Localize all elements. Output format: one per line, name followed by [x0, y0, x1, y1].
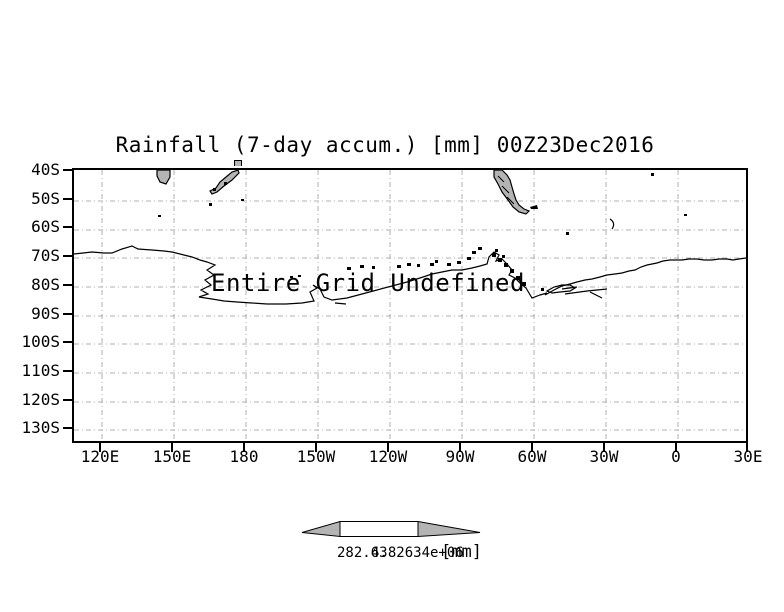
y-axis-tick-label: 130S [21, 418, 60, 437]
x-axis-tick [531, 443, 533, 452]
x-axis-tick-label: 30E [733, 447, 763, 466]
y-axis-tick-label: 90S [31, 304, 60, 323]
map-plot-area: Entire Grid Undefined [72, 168, 748, 443]
colorbar [301, 520, 481, 538]
nz-north-island-fragment-icon [234, 160, 242, 166]
y-axis-tick [63, 198, 72, 200]
y-axis-tick [63, 226, 72, 228]
colorbar-level-label-right: 4.82634e+06 [371, 545, 464, 561]
y-axis-tick-label: 100S [21, 332, 60, 351]
x-axis-tick-label: 120E [80, 447, 120, 466]
x-axis-tick [459, 443, 461, 452]
undefined-grid-message: Entire Grid Undefined [211, 269, 525, 297]
y-axis-tick [63, 284, 72, 286]
x-axis-tick [746, 443, 748, 452]
y-axis-tick-label: 40S [31, 160, 60, 179]
y-axis-tick [63, 399, 72, 401]
x-axis-tick-label: 90W [445, 447, 475, 466]
x-axis-tick [387, 443, 389, 452]
y-axis-tick-label: 120S [21, 390, 60, 409]
x-axis-tick-label: 150W [296, 447, 336, 466]
colorbar-units-label: [mm] [441, 542, 482, 562]
x-axis-tick [315, 443, 317, 452]
x-axis-tick [243, 443, 245, 452]
x-axis-tick-label: 30W [589, 447, 619, 466]
x-axis-tick [675, 443, 677, 452]
x-axis-tick-label: 0 [671, 447, 681, 466]
x-axis-tick-label: 120W [368, 447, 408, 466]
y-axis-tick [63, 341, 72, 343]
y-axis-tick-label: 70S [31, 246, 60, 265]
y-axis-tick [63, 427, 72, 429]
y-axis-tick-label: 50S [31, 189, 60, 208]
y-axis-tick-label: 60S [31, 217, 60, 236]
x-axis-tick-label: 150E [152, 447, 192, 466]
x-axis-tick [99, 443, 101, 452]
x-axis-tick-label: 180 [229, 447, 259, 466]
plot-title: Rainfall (7-day accum.) [mm] 00Z23Dec201… [115, 133, 655, 157]
y-axis-tick [63, 255, 72, 257]
y-axis-tick [63, 370, 72, 372]
x-axis-tick [171, 443, 173, 452]
graticule-grid [74, 170, 746, 441]
y-axis-tick-label: 80S [31, 275, 60, 294]
y-axis-tick [63, 169, 72, 171]
x-axis-tick [603, 443, 605, 452]
colorbar-level-label-left: 282.63 [337, 545, 388, 561]
coastline-map [74, 170, 746, 305]
y-axis-tick [63, 313, 72, 315]
x-axis-tick-label: 60W [517, 447, 547, 466]
y-axis-tick-label: 110S [21, 361, 60, 380]
